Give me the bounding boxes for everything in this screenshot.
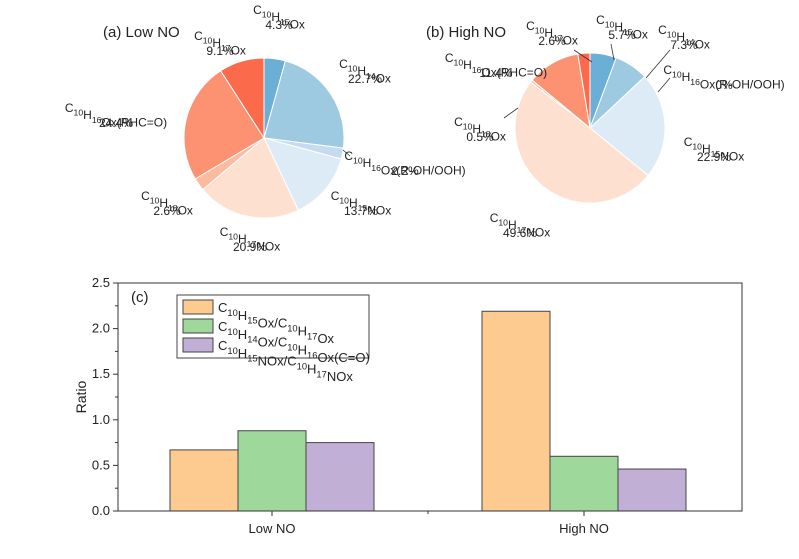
pie-slice-c10h17ox: [577, 52, 591, 129]
y-axis-label: Ratio: [73, 380, 89, 413]
pie-slice-value: 9.1%: [206, 44, 234, 58]
x-tick-label-low-no: Low NO: [249, 521, 296, 536]
pie-leader-line: [503, 107, 519, 119]
y-tick-label: 0.5: [92, 457, 110, 472]
bar-low-no-series-2: [237, 430, 307, 512]
pie-slice-label-c10h18ox: C10H18Ox: [454, 115, 506, 143]
y-tick-label: 2.5: [92, 275, 110, 290]
pie-slice-value: 13.7%: [344, 204, 378, 218]
legend-swatch-3: [182, 337, 214, 353]
pie-slice-value: 0.5%: [466, 130, 494, 144]
legend-label-2: C10H14Ox/C10H16Ox(C=O): [218, 319, 370, 365]
pie-slice-label-c10h18ox: C10H18Ox: [141, 189, 193, 217]
pie-slice-label-c10h14ox: C10H14Ox: [658, 23, 710, 51]
pie-slice-label-c10h15nox: C10H15NOx: [331, 189, 392, 217]
pie-leader-line: [645, 49, 671, 79]
pie-slice-label-c10h17ox: C10H17Ox: [194, 29, 246, 57]
pie-slice-label-c10h15ox: C10H15Ox: [596, 13, 648, 41]
legend-label-1: C10H15Ox/C10H17Ox: [218, 300, 335, 346]
x-tick-label-high-no: High NO: [559, 521, 609, 536]
pie-slice-c10h17ox: [219, 57, 265, 140]
pie-slice-value: 49.6%: [503, 226, 537, 240]
pie-leader-line: [610, 43, 615, 61]
bar-panel-label: (c): [131, 289, 149, 306]
pie-slice-value: 2.2%: [391, 164, 419, 178]
pie-slice-c10h16ox-rhc-o: [183, 70, 265, 180]
y-tick-label: 2.0: [92, 321, 110, 336]
bar-low-no-series-3: [305, 442, 375, 512]
pie-slice-label-c10h17nox: C10H17NOx: [220, 225, 281, 253]
pie-slice-value: 22.7%: [348, 72, 382, 86]
pie-slice-label-c10h15nox: C10H15NOx: [684, 135, 745, 163]
pie-slice-c10h14ox: [263, 60, 345, 149]
pie-slice-value: 24.4%: [99, 116, 133, 130]
legend-swatch-2: [182, 318, 214, 334]
pie-slice-label-c10h16ox-r-oh-ooh: C10H16Ox(R-OH/OOH): [663, 63, 784, 91]
bar-high-no-series-1: [481, 310, 551, 512]
pie-leader-line: [657, 77, 671, 93]
pie-slice-label-c10h16ox-r-oh-ooh: C10H16Ox(R-OH/OOH): [344, 149, 465, 177]
pie-leader-line: [342, 149, 351, 157]
pie-slice-c10h15nox: [263, 137, 342, 211]
pie-slice-label-c10h17ox: C10H17Ox: [526, 19, 578, 47]
pie-slice-label-c10h16ox-rhc-o: C10H16Ox(RHC=O): [445, 51, 547, 79]
bar-low-no-series-1: [169, 449, 239, 512]
pie-slice-c10h15nox: [589, 75, 666, 177]
pie-a-panel-title: (a) Low NO: [103, 24, 180, 41]
bar-high-no-series-3: [617, 468, 687, 512]
y-tick-label: 1.0: [92, 412, 110, 427]
pie-slice-label-c10h15ox: C10H15Ox: [253, 3, 305, 31]
pie-slice-value: 0%: [715, 78, 733, 92]
bar-chart-ratio: (c) 0.0 0.5 1.0 1.5 2.0 2.5 Low NO High NO Ratio…: [73, 275, 743, 536]
bar-high-no-series-2: [549, 455, 619, 512]
pie-slice-value: 2.6%: [538, 34, 566, 48]
pie-slice-value: 20.9%: [233, 240, 267, 254]
legend-label-3: C10H15NOx/C10H17NOx: [218, 338, 353, 384]
pie-slice-value: 4.3%: [265, 18, 293, 32]
pie-slice-c10h17nox: [202, 137, 299, 219]
pie-slice-value: 11.4%: [479, 66, 512, 80]
y-tick-label: 0.0: [92, 503, 110, 518]
pie-b-panel-title: (b) High NO: [426, 24, 506, 41]
pie-slice-value: 2.6%: [153, 204, 181, 218]
pie-slice-value: 22.9%: [697, 150, 731, 164]
pie-slice-label-c10h14ox: C10H14Ox: [339, 57, 391, 85]
pie-leader-line: [573, 49, 593, 63]
y-tick-label: 1.5: [92, 366, 110, 381]
pie-slice-label-c10h17nox: C10H17NOx: [490, 211, 551, 239]
pie-slice-value: 5.7%: [608, 28, 636, 42]
pie-slice-value: 7.3%: [670, 38, 698, 52]
pie-slice-label-c10h16ox-rhc-o: C10H16Ox(RHC=O): [65, 101, 167, 129]
legend-swatch-1: [182, 299, 214, 315]
